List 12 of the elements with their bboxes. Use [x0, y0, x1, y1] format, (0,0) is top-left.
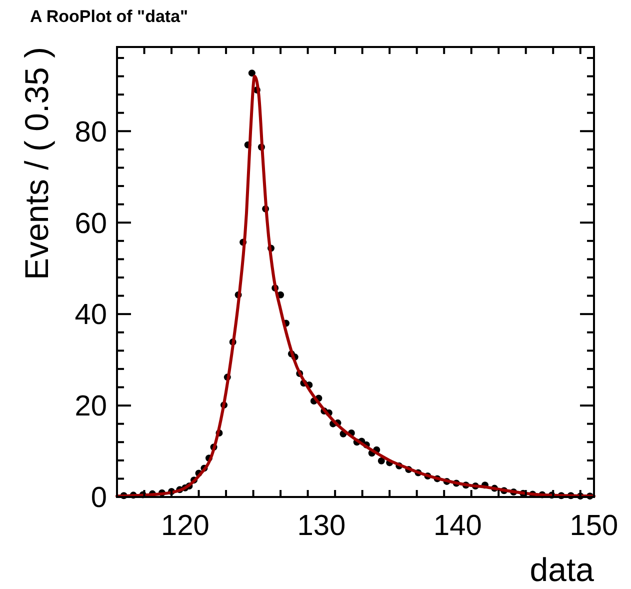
x-tick-label: 120	[160, 510, 210, 542]
y-tick-label: 40	[74, 299, 107, 332]
y-tick-label: 80	[74, 116, 107, 148]
x-axis-title: data	[530, 551, 595, 588]
y-tick-label: 0	[90, 482, 107, 514]
x-tick-label: 130	[297, 510, 346, 542]
chart-title: A RooPlot of "data"	[30, 7, 188, 26]
y-axis-title: Events / ( 0.35 )	[18, 47, 55, 280]
x-tick-label: 140	[434, 510, 482, 542]
y-tick-label: 20	[74, 390, 107, 423]
y-tick-label: 60	[74, 208, 107, 240]
x-tick-label: 150	[570, 510, 618, 542]
